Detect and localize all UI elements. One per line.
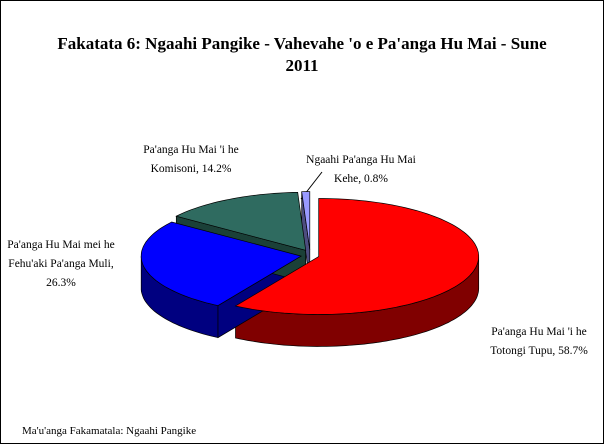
slice (234, 198, 480, 315)
data-label: Pa'anga Hu Mai mei he Fehu'aki Pa'anga M… (7, 239, 115, 289)
data-label: Pa'anga Hu Mai 'i he Totongi Tupu, 58.7% (490, 326, 588, 357)
data-label: Ngaahi Pa'anga Hu Mai Kehe, 0.8% (306, 154, 416, 185)
slice (301, 191, 311, 250)
source-note: Ma'u'anga Fakamatala: Ngaahi Pangike (22, 425, 197, 437)
slice (175, 191, 307, 251)
data-label: Pa'anga Hu Mai 'i he Komisoni, 14.2% (143, 144, 239, 175)
chart-title: Fakatata 6: Ngaahi Pangike - Vahevahe 'o… (57, 34, 547, 75)
slice (140, 221, 303, 306)
